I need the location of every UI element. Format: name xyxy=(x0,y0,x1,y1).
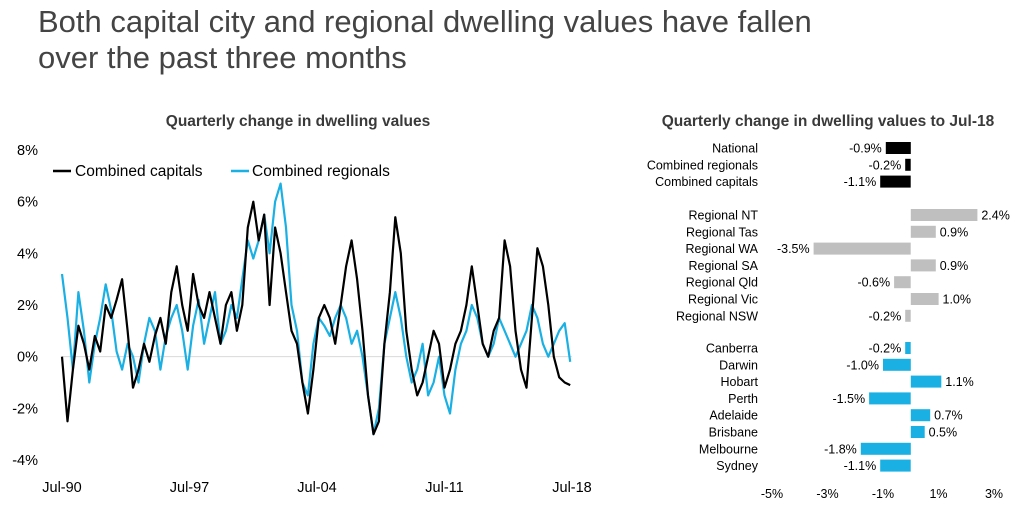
bar xyxy=(910,209,978,221)
bar-category-label: Combined capitals xyxy=(655,175,758,189)
line-chart: Quarterly change in dwelling values 8% 6% 4… xyxy=(12,113,592,496)
bar-value-label: -0.2% xyxy=(869,309,902,323)
bar xyxy=(910,259,936,272)
bar-category-label: Sydney xyxy=(716,459,758,473)
bar-value-label: -0.2% xyxy=(869,158,902,172)
bar-value-label: 2.4% xyxy=(981,209,1010,223)
bar-category-label: National xyxy=(712,142,758,156)
line-chart-title: Quarterly change in dwelling values xyxy=(166,113,430,130)
bar-category-label: Regional Tas xyxy=(686,225,758,239)
bar-x-tick-label: 1% xyxy=(929,487,947,501)
bar-x-tick-label: -5% xyxy=(761,487,783,501)
bar xyxy=(910,409,931,422)
bar-category-label: Regional WA xyxy=(686,242,759,256)
bar-category-label: Regional NT xyxy=(689,209,759,223)
bar-value-label: 0.7% xyxy=(934,409,963,423)
y-tick-label: 2% xyxy=(17,298,38,314)
bar xyxy=(905,309,911,322)
bar-value-label: -1.8% xyxy=(824,442,857,456)
bar xyxy=(813,242,911,255)
bar xyxy=(883,358,911,371)
bar-value-label: 0.9% xyxy=(940,259,969,273)
bar-category-label: Regional Vic xyxy=(688,293,758,307)
bar-category-label: Brisbane xyxy=(709,426,758,440)
bar-value-label: 0.5% xyxy=(929,426,958,440)
y-tick-label: 6% xyxy=(17,195,38,211)
bar-category-label: Hobart xyxy=(720,375,758,389)
bar xyxy=(894,276,911,289)
bar xyxy=(880,459,911,472)
bar xyxy=(885,142,911,154)
bar-value-label: -1.5% xyxy=(832,392,865,406)
bar-category-label: Canberra xyxy=(706,342,758,356)
bar xyxy=(860,442,911,455)
bar xyxy=(905,342,911,354)
bar xyxy=(880,175,911,188)
series-line-combined-capitals xyxy=(60,200,571,436)
bar-category-label: Regional Qld xyxy=(686,276,758,290)
x-tick-label: Jul-04 xyxy=(297,480,337,496)
x-tick-label: Jul-90 xyxy=(42,480,82,496)
bar xyxy=(905,158,911,171)
bar-value-label: 1.0% xyxy=(943,293,972,307)
slide-title: Both capital city and regional dwelling … xyxy=(38,4,1018,76)
bar-category-label: Regional NSW xyxy=(676,309,758,323)
bar-category-label: Adelaide xyxy=(709,409,758,423)
bar-value-label: -0.2% xyxy=(869,342,902,356)
legend-label-regionals: Combined regionals xyxy=(252,163,390,180)
y-tick-label: -4% xyxy=(12,453,38,469)
bar-value-label: 1.1% xyxy=(945,375,974,389)
bar-value-label: 0.9% xyxy=(940,225,969,239)
bar-value-label: -1.1% xyxy=(844,175,877,189)
bar-category-label: Regional SA xyxy=(689,259,759,273)
bar-x-tick-label: 3% xyxy=(985,487,1003,501)
bar xyxy=(910,375,942,388)
y-tick-label: 8% xyxy=(17,143,38,159)
bar-value-label: -1.0% xyxy=(846,358,879,372)
legend-label-capitals: Combined capitals xyxy=(75,163,203,180)
bar-value-label: -0.9% xyxy=(849,142,882,156)
bar-category-label: Darwin xyxy=(719,358,758,372)
bar-category-label: Perth xyxy=(728,392,758,406)
bar xyxy=(910,426,925,438)
bar-value-label: -1.1% xyxy=(844,459,877,473)
x-tick-label: Jul-11 xyxy=(425,480,463,496)
bar-x-tick-label: -1% xyxy=(872,487,894,501)
x-tick-label: Jul-97 xyxy=(170,480,210,496)
y-tick-label: 4% xyxy=(17,246,38,262)
slide-title-line2: over the past three months xyxy=(38,40,407,75)
bar-value-label: -3.5% xyxy=(777,242,810,256)
bar-x-tick-label: -3% xyxy=(816,487,838,501)
bar-chart-title: Quarterly change in dwelling values to J… xyxy=(662,113,995,130)
slide-title-line1: Both capital city and regional dwelling … xyxy=(38,4,812,39)
bar xyxy=(910,293,939,305)
x-tick-label: Jul-18 xyxy=(552,480,592,496)
bar-category-label: Melbourne xyxy=(699,442,758,456)
bar xyxy=(910,225,936,238)
bar-value-label: -0.6% xyxy=(857,276,890,290)
y-tick-label: -2% xyxy=(12,401,38,417)
y-tick-label: 0% xyxy=(17,350,38,366)
bar xyxy=(869,392,911,405)
bar-category-label: Combined regionals xyxy=(647,158,758,172)
